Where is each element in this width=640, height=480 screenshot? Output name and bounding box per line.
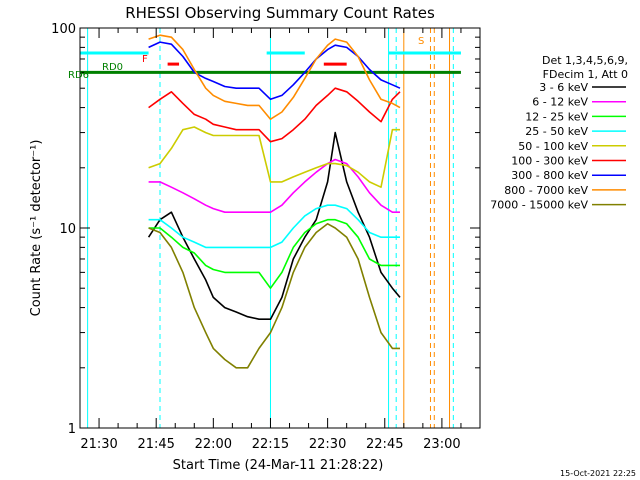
series-line-3 [148, 204, 400, 249]
series-line-4 [148, 126, 400, 188]
x-tick-label: 22:45 [366, 437, 403, 452]
series-line-6 [148, 41, 401, 101]
legend-label: 25 - 50 keV [525, 125, 588, 138]
series-line-7 [148, 34, 401, 120]
y-tick-label: 1 [68, 422, 76, 437]
x-axis-label: Start Time (24-Mar-11 21:28:22) [173, 458, 384, 473]
legend-label: 12 - 25 keV [525, 110, 588, 123]
y-tick-label: 100 [51, 22, 76, 37]
plot-frame [79, 27, 481, 429]
series-line-0 [147, 131, 401, 321]
x-tick-label: 21:45 [137, 437, 174, 452]
plot-area [80, 28, 461, 428]
legend-header-1: Det 1,3,4,5,6,9, [542, 54, 628, 67]
s-flag-label: S [418, 36, 424, 47]
footer-date: 15-Oct-2021 22:25 [560, 469, 636, 478]
legend-label: 100 - 300 keV [511, 155, 588, 168]
x-tick-label: 22:30 [309, 437, 346, 452]
legend-header-2: FDecim 1, Att 0 [543, 68, 628, 81]
series-line-2 [148, 218, 400, 290]
x-axis: 21:30 21:45 22:00 22:15 22:30 22:45 23:00 [79, 28, 481, 452]
x-tick-label: 23:00 [423, 437, 460, 452]
x-tick-label: 22:00 [195, 437, 232, 452]
x-tick-label: 21:30 [80, 437, 117, 452]
series-line-5 [148, 87, 401, 143]
series-line-8 [148, 223, 400, 369]
legend-label: 3 - 6 keV [539, 81, 588, 94]
series-line-1 [148, 158, 400, 213]
rd6-label: RD6 [68, 70, 89, 81]
legend-label: 50 - 100 keV [518, 140, 588, 153]
chart-title: RHESSI Observing Summary Count Rates [125, 4, 435, 22]
y-tick-label: 10 [59, 222, 76, 237]
legend: Det 1,3,4,5,6,9, FDecim 1, Att 0 3 - 6 k… [490, 54, 628, 212]
y-axis-label: Count Rate (s⁻¹ detector⁻¹) [29, 140, 44, 317]
legend-label: 6 - 12 keV [532, 96, 588, 109]
legend-label: 800 - 7000 keV [504, 184, 588, 197]
y-axis: 1 10 100 [51, 22, 480, 437]
rd0-label: RD0 [102, 62, 123, 73]
f-flag-label: F [142, 54, 148, 65]
legend-label: 7000 - 15000 keV [490, 199, 588, 212]
x-tick-label: 22:15 [252, 437, 289, 452]
legend-label: 300 - 800 keV [511, 169, 588, 182]
